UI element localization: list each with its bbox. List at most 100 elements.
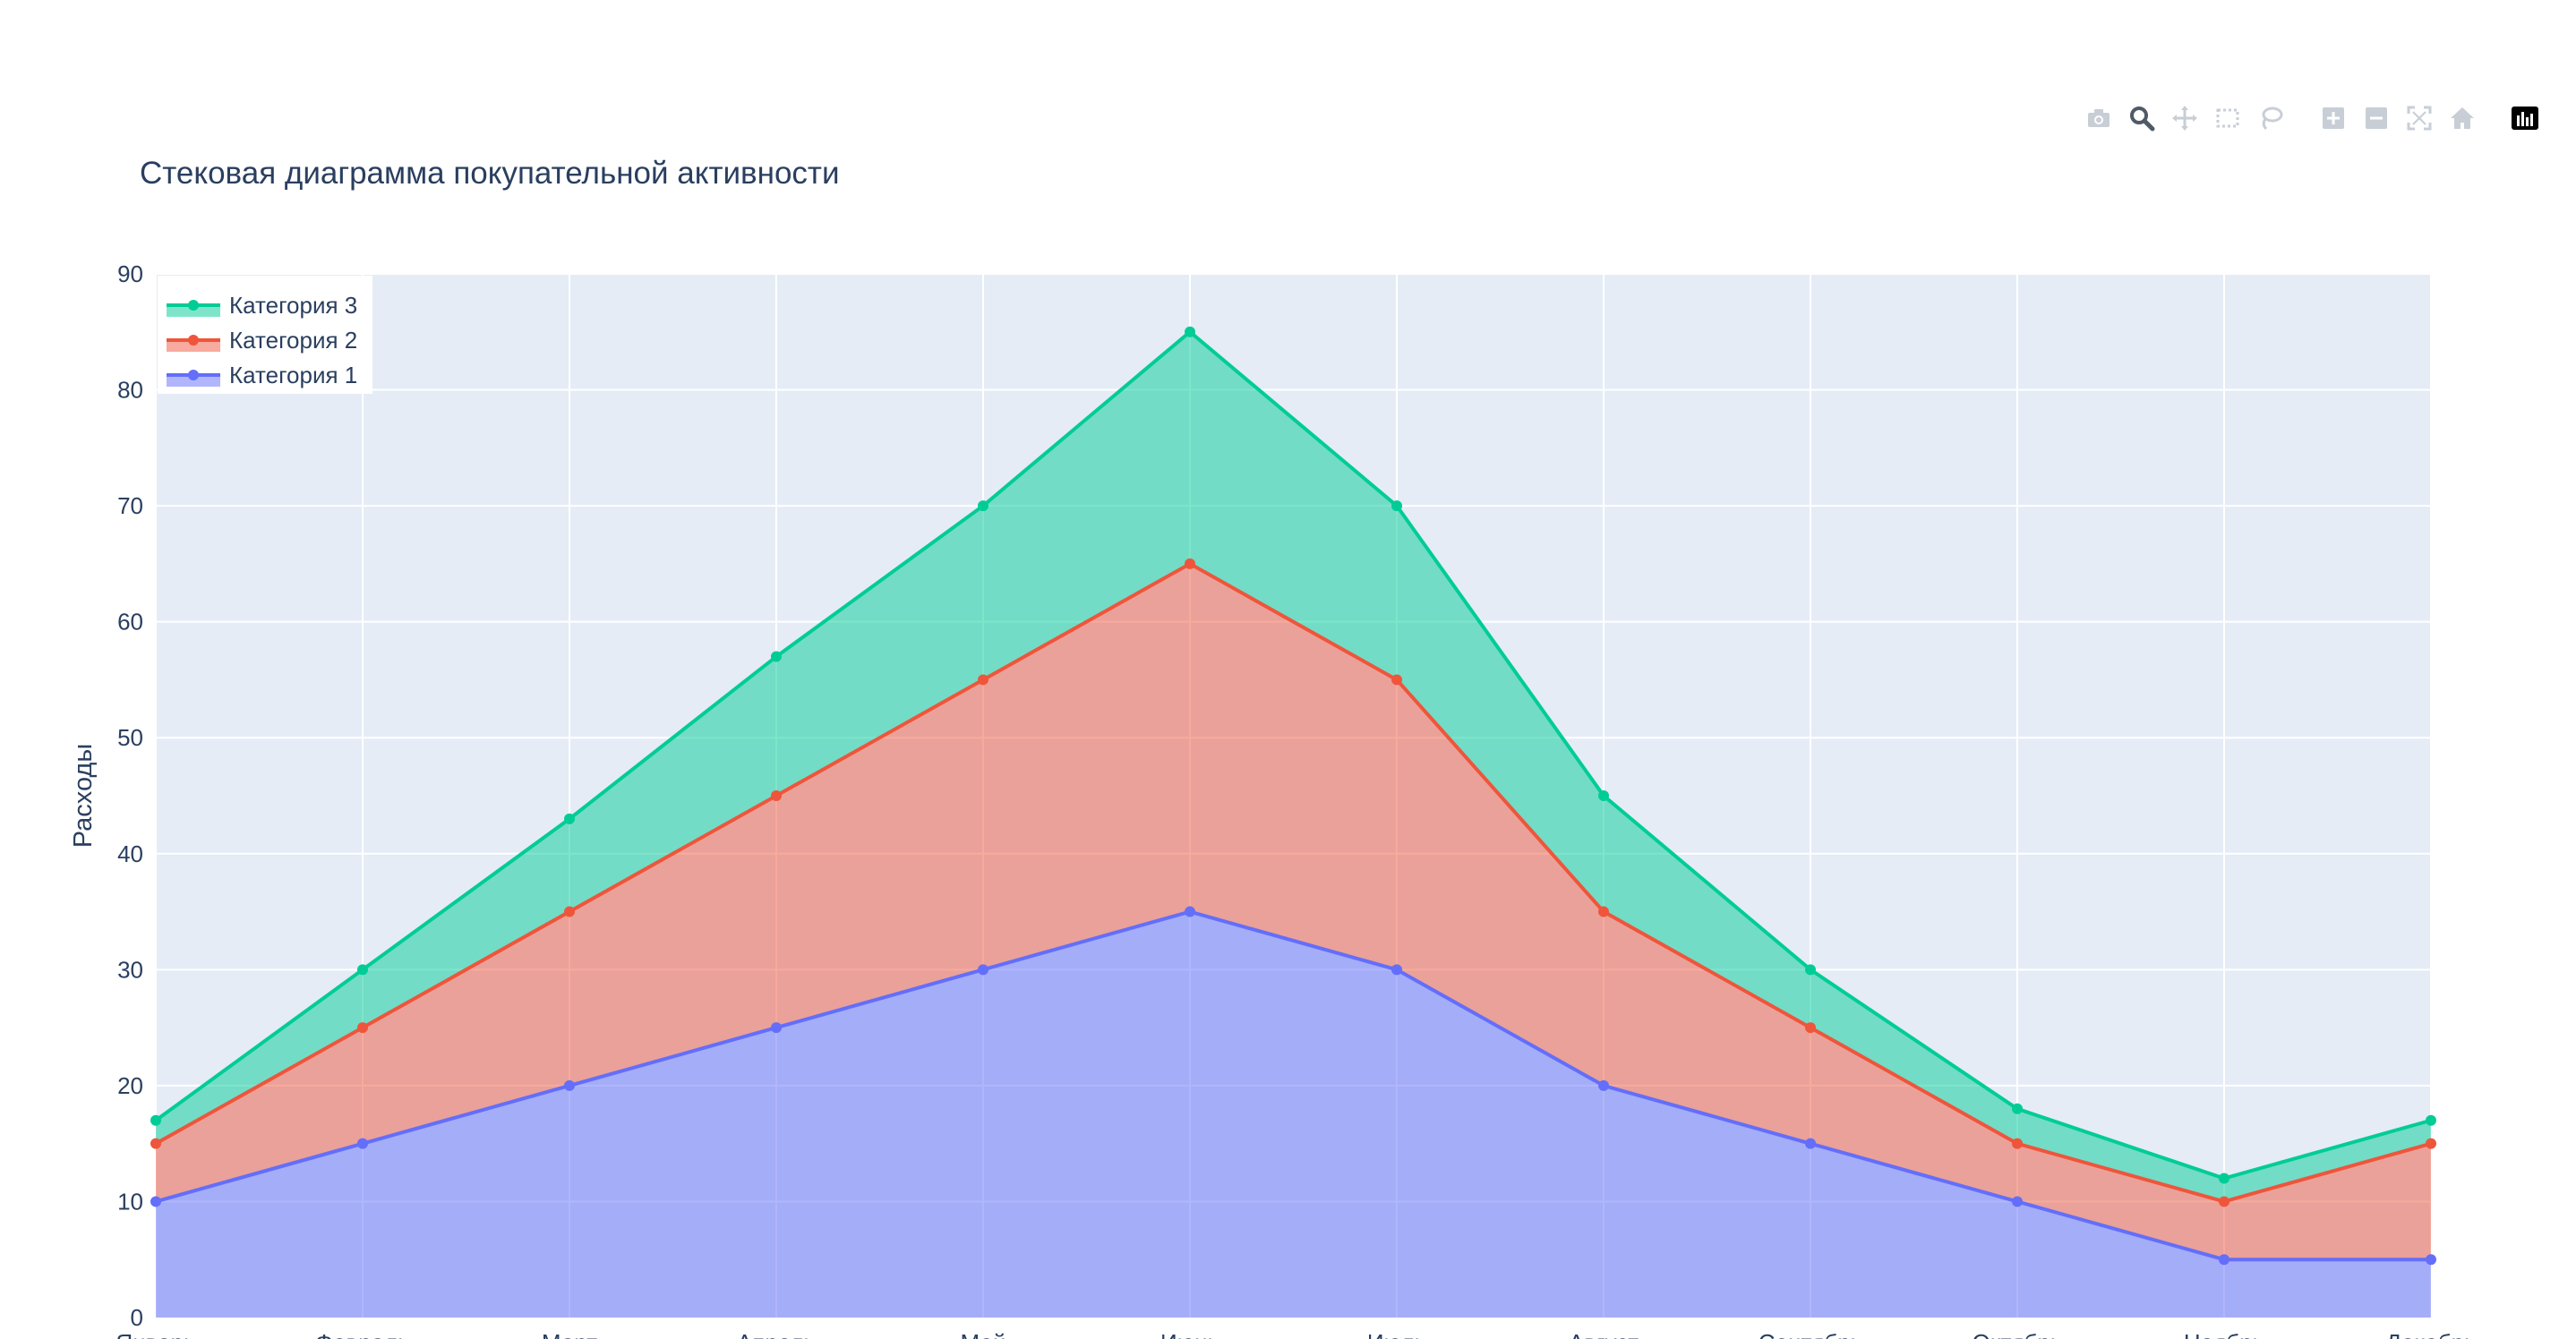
data-point-series-1[interactable] <box>1598 1079 1609 1091</box>
area-fill-series-1[interactable] <box>156 911 2431 1318</box>
data-point-series-3[interactable] <box>1805 964 1816 976</box>
legend-swatch-marker <box>188 370 199 380</box>
lasso-select-icon <box>2262 107 2283 131</box>
data-point-series-1[interactable] <box>1805 1138 1816 1149</box>
legend-swatch-marker <box>188 300 199 311</box>
y-axis: 0 10 20 30 40 50 60 70 80 90 <box>117 260 143 1331</box>
data-point-series-2[interactable] <box>1391 674 1402 686</box>
data-point-series-3[interactable] <box>2012 1103 2023 1114</box>
line-series-2[interactable] <box>155 561 2432 1204</box>
area-fill-series-3[interactable] <box>156 331 2431 1202</box>
data-point-series-1[interactable] <box>1391 964 1402 976</box>
legend-label: Категория 3 <box>229 292 357 319</box>
y-tick-label: 40 <box>117 840 143 867</box>
modebar <box>2077 100 2546 136</box>
data-point-series-3[interactable] <box>150 1114 161 1126</box>
data-point-series-3[interactable] <box>2426 1114 2436 1126</box>
data-point-series-1[interactable] <box>1185 906 1195 917</box>
x-tick-label: Август <box>1569 1329 1639 1339</box>
legend-swatch-fill <box>167 340 220 352</box>
data-point-series-1[interactable] <box>357 1138 368 1149</box>
plotly-logo-button[interactable] <box>2503 100 2546 136</box>
legend-swatch-fill <box>167 305 220 317</box>
zoom-out-button[interactable] <box>2355 100 2398 136</box>
data-point-series-2[interactable] <box>2012 1138 2023 1149</box>
zoom-in-button[interactable] <box>2312 100 2355 136</box>
series-lines <box>154 329 2432 1262</box>
data-point-series-3[interactable] <box>978 500 988 512</box>
data-points <box>150 326 2436 1266</box>
legend: Категория 3 Категория 2 Категория 1 <box>158 276 372 394</box>
x-tick-label: Март <box>542 1329 597 1339</box>
autoscale-icon <box>2407 106 2432 131</box>
data-point-series-3[interactable] <box>1391 500 1402 512</box>
pan-icon <box>2172 106 2197 131</box>
x-tick-label: Январь <box>116 1329 195 1339</box>
chart-title: Стековая диаграмма покупательной активно… <box>140 156 840 191</box>
box-select-icon <box>2216 108 2239 128</box>
data-point-series-2[interactable] <box>357 1022 368 1034</box>
x-tick-label: Май <box>961 1329 1006 1339</box>
data-point-series-3[interactable] <box>564 813 575 824</box>
x-tick-label: Июнь <box>1160 1329 1220 1339</box>
zoom-out-icon <box>2366 107 2387 129</box>
area-fill-series-2[interactable] <box>156 563 2431 1260</box>
zoom-button[interactable] <box>2120 100 2163 136</box>
reset-axes-button[interactable] <box>2441 100 2484 136</box>
data-point-series-3[interactable] <box>771 651 782 662</box>
legend-label: Категория 2 <box>229 327 357 354</box>
y-tick-label: 10 <box>117 1188 143 1215</box>
data-point-series-3[interactable] <box>357 964 368 976</box>
data-point-series-2[interactable] <box>150 1138 161 1149</box>
data-point-series-2[interactable] <box>564 906 575 917</box>
data-point-series-2[interactable] <box>2426 1138 2436 1149</box>
data-point-series-2[interactable] <box>1805 1022 1816 1034</box>
y-tick-label: 30 <box>117 956 143 983</box>
y-tick-label: 0 <box>131 1304 143 1331</box>
data-point-series-1[interactable] <box>564 1079 575 1091</box>
camera-button[interactable] <box>2077 100 2120 136</box>
data-point-series-3[interactable] <box>1598 790 1609 801</box>
legend-item[interactable]: Категория 1 <box>167 362 357 388</box>
legend-swatch-fill <box>167 375 220 387</box>
data-point-series-2[interactable] <box>1185 558 1195 569</box>
y-tick-label: 60 <box>117 609 143 635</box>
x-tick-label: Октябрь <box>1973 1329 2063 1339</box>
x-tick-label: Февраль <box>315 1329 410 1339</box>
legend-item[interactable]: Категория 2 <box>167 327 357 354</box>
data-point-series-2[interactable] <box>978 674 988 686</box>
data-point-series-1[interactable] <box>771 1022 782 1034</box>
lasso-select-button[interactable] <box>2249 100 2292 136</box>
data-point-series-2[interactable] <box>2219 1196 2229 1207</box>
legend-label: Категория 1 <box>229 362 357 388</box>
plotly-logo-icon <box>2512 107 2538 130</box>
legend-item[interactable]: Категория 3 <box>167 292 357 319</box>
data-point-series-2[interactable] <box>771 790 782 801</box>
data-point-series-1[interactable] <box>2426 1254 2436 1266</box>
zoom-in-icon <box>2323 107 2344 129</box>
data-point-series-2[interactable] <box>1598 906 1609 917</box>
y-tick-label: 50 <box>117 724 143 751</box>
line-series-3[interactable] <box>154 329 2432 1181</box>
x-tick-label: Декабрь <box>2385 1329 2476 1339</box>
box-select-button[interactable] <box>2206 100 2249 136</box>
data-point-series-1[interactable] <box>150 1196 161 1207</box>
data-point-series-3[interactable] <box>1185 326 1195 337</box>
data-point-series-1[interactable] <box>978 964 988 976</box>
autoscale-button[interactable] <box>2398 100 2441 136</box>
data-point-series-1[interactable] <box>2219 1254 2229 1266</box>
y-tick-label: 70 <box>117 492 143 519</box>
legend-swatch-marker <box>188 335 199 345</box>
data-point-series-3[interactable] <box>2219 1173 2229 1184</box>
y-tick-label: 90 <box>117 260 143 287</box>
x-tick-label: Апрель <box>737 1329 816 1339</box>
pan-button[interactable] <box>2163 100 2206 136</box>
x-tick-label: Сентябрь <box>1759 1329 1862 1339</box>
data-point-series-1[interactable] <box>2012 1196 2023 1207</box>
area-series <box>156 331 2431 1318</box>
line-series-1[interactable] <box>155 909 2431 1262</box>
x-axis: Январь Февраль Март Апрель Май Июнь Июль Август… <box>116 1329 2476 1339</box>
y-axis-title: Расходы <box>69 744 98 848</box>
reset-axes-icon <box>2451 107 2474 129</box>
